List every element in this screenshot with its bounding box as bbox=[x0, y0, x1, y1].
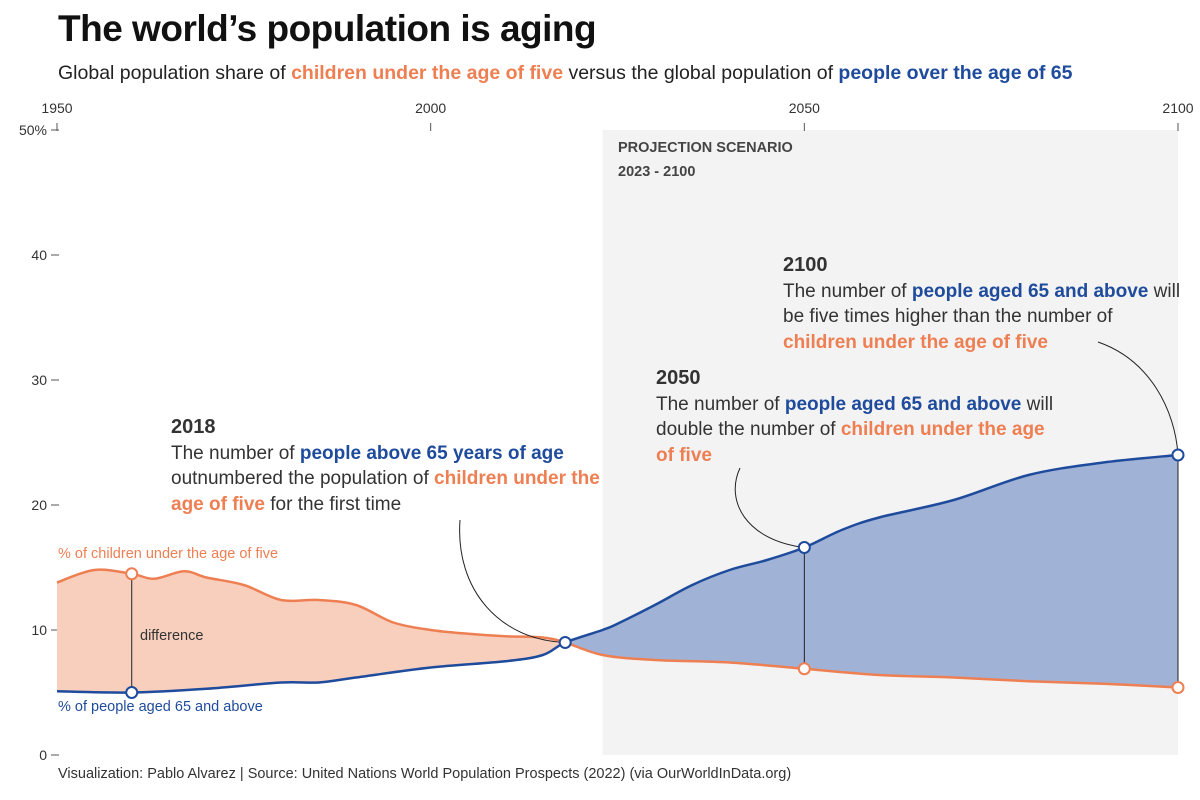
leader-line-2050 bbox=[734, 467, 805, 548]
annotation-year: 2100 bbox=[783, 254, 828, 276]
leader-line-2018 bbox=[459, 519, 566, 643]
y-tick-label: 40 bbox=[31, 247, 47, 263]
elderly-surplus-area bbox=[565, 455, 1178, 688]
annotation-children: children under the age of five bbox=[656, 419, 1045, 466]
annotation-year: 2050 bbox=[656, 367, 701, 389]
children-surplus-area bbox=[57, 569, 566, 693]
children-marker bbox=[797, 662, 811, 676]
annotation-text: outnumbered the population of bbox=[171, 468, 435, 489]
subtitle-part: Global population share of bbox=[58, 62, 292, 84]
elderly-marker bbox=[1171, 448, 1185, 462]
annotation-text: The number of bbox=[656, 393, 785, 415]
y-tick-label: 30 bbox=[31, 372, 47, 388]
children-marker bbox=[125, 567, 139, 581]
x-tick-label: 2050 bbox=[789, 100, 820, 116]
y-tick-label: 0 bbox=[39, 747, 47, 763]
x-tick-label: 2000 bbox=[415, 100, 446, 116]
projection-label: PROJECTION SCENARIO 2023 - 2100 bbox=[618, 136, 793, 184]
chart-subtitle: Global population share of children unde… bbox=[58, 62, 1072, 85]
annotation-text: for the first time bbox=[264, 493, 402, 515]
projection-range: 2023 - 2100 bbox=[618, 164, 696, 180]
children-marker bbox=[1171, 681, 1185, 694]
annotation-text: The number of bbox=[783, 280, 912, 302]
children-line bbox=[56, 568, 1179, 689]
crossover-marker bbox=[558, 636, 572, 649]
x-tick-label: 1950 bbox=[41, 100, 72, 116]
annotation-2050: 2050 The number of people aged 65 and abo… bbox=[656, 366, 1066, 468]
legend-elderly: % of people aged 65 and above bbox=[58, 699, 263, 715]
annotation-elderly: people above 65 years of age bbox=[299, 442, 564, 464]
annotation-text: will double the number of bbox=[656, 393, 1054, 441]
annotation-elderly: people aged 65 and above bbox=[911, 280, 1149, 302]
subtitle-children: children under the age of five bbox=[291, 62, 564, 84]
elderly-marker bbox=[125, 686, 139, 699]
subtitle-part: versus the global population of bbox=[563, 62, 839, 84]
x-tick-label: 2100 bbox=[1162, 100, 1193, 116]
annotation-2018: 2018 The number of people above 65 years … bbox=[171, 415, 631, 517]
annotation-elderly: people aged 65 and above bbox=[784, 393, 1022, 415]
subtitle-elderly: people over the age of 65 bbox=[838, 62, 1073, 84]
elderly-marker bbox=[797, 541, 811, 554]
y-tick-label: 50% bbox=[19, 122, 47, 138]
source-note: Visualization: Pablo Alvarez | Source: U… bbox=[58, 766, 792, 782]
elderly-line bbox=[56, 453, 1179, 694]
chart-title: The world’s population is aging bbox=[58, 8, 597, 49]
y-tick-label: 10 bbox=[31, 622, 47, 638]
legend-children: % of children under the age of five bbox=[58, 546, 279, 562]
annotation-year: 2018 bbox=[171, 416, 216, 438]
annotation-children: children under the age of five bbox=[783, 331, 1048, 353]
annotation-children: children under the age of five bbox=[171, 468, 600, 515]
annotation-text: The number of bbox=[171, 442, 300, 464]
leader-line-2100 bbox=[1097, 341, 1179, 456]
y-tick-label: 20 bbox=[31, 497, 47, 513]
difference-label: difference bbox=[140, 628, 204, 644]
projection-title: PROJECTION SCENARIO bbox=[618, 140, 793, 156]
annotation-2100: 2100 The number of people aged 65 and abo… bbox=[783, 253, 1183, 355]
annotation-text: will be five times higher than the numbe… bbox=[783, 280, 1181, 328]
